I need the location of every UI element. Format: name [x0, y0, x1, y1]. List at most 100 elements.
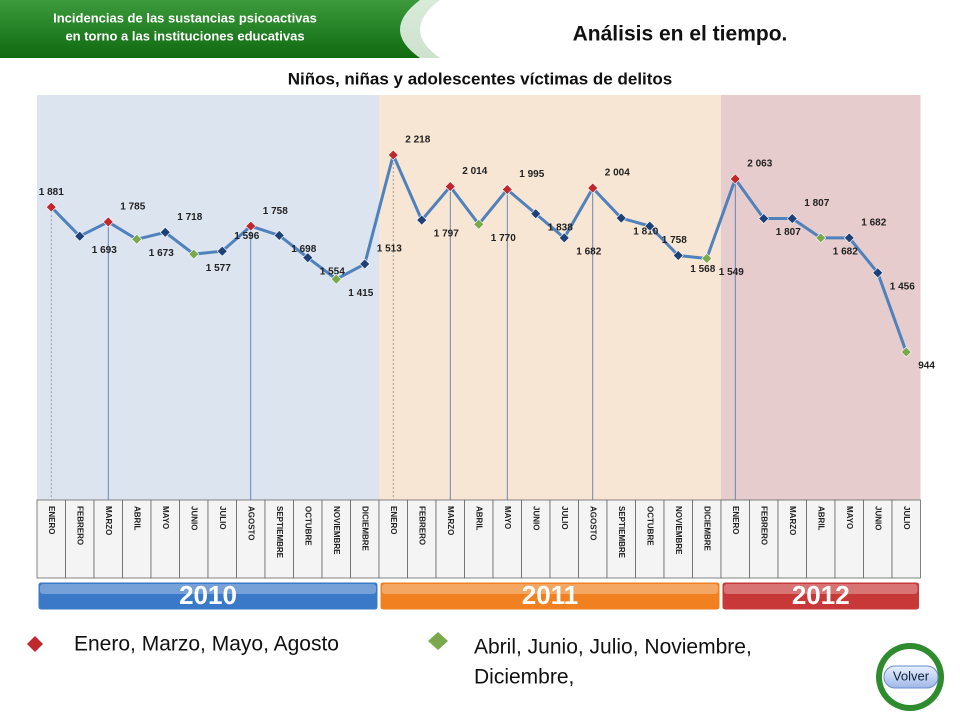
button-label[interactable]: Volver [893, 668, 930, 683]
month-cell [464, 499, 494, 579]
marker [359, 258, 371, 270]
year-label: 2011 [522, 580, 578, 610]
value-label: 1 596 [234, 231, 259, 242]
x-tick-label: MARZO [788, 506, 797, 535]
marker [159, 226, 171, 238]
year-bar [721, 581, 920, 611]
x-tick-label: JUNIO [874, 506, 883, 530]
x-tick-label: OCTUBRE [646, 506, 655, 546]
marker [330, 273, 342, 285]
month-cell [122, 499, 152, 579]
month-cell [834, 499, 864, 579]
x-tick-label: JULIO [560, 506, 569, 530]
value-label: 1 698 [291, 244, 316, 255]
value-label: 1 758 [263, 206, 288, 217]
x-tick-label: JULIO [902, 506, 911, 530]
year-band [37, 95, 379, 500]
month-cell [378, 499, 408, 579]
marker [102, 216, 114, 228]
x-tick-label: ABRIL [133, 506, 142, 531]
x-tick-label: SEPTIEMBRE [275, 506, 284, 559]
value-label: 1 810 [633, 227, 658, 238]
marker [216, 245, 228, 257]
marker [245, 220, 257, 232]
value-label: 1 549 [719, 267, 744, 278]
plot: ENERO FEBRERO MARZO ABRIL MAYO JUNIO JULIO AGOS… [36, 95, 935, 611]
value-label: 2 014 [462, 166, 487, 177]
x-tick-label: MAYO [161, 506, 170, 529]
month-cell [749, 499, 779, 579]
value-label: 1 568 [690, 264, 715, 275]
marker [729, 173, 741, 185]
legend-marker [27, 636, 43, 652]
button-pill [883, 665, 939, 689]
value-label: 1 995 [519, 169, 544, 180]
month-cell [521, 499, 551, 579]
marker [672, 250, 684, 261]
marker [644, 220, 656, 232]
marker [473, 218, 485, 230]
x-tick-label: JUNIO [190, 506, 199, 530]
volver-button[interactable]: Volver [876, 643, 944, 711]
month-cell [692, 499, 722, 579]
month-cell [150, 499, 180, 579]
slide-title: Análisis en el tiempo. [573, 23, 788, 46]
value-label: 1 797 [434, 229, 459, 240]
month-cell [492, 499, 522, 579]
value-label: 1 415 [348, 288, 373, 299]
value-label: 1 513 [377, 244, 402, 255]
marker [900, 346, 912, 358]
value-label: 1 693 [92, 245, 117, 256]
marker [387, 149, 399, 161]
value-label: 2 004 [605, 168, 630, 179]
month-cell [606, 499, 636, 579]
value-label: 1 577 [206, 263, 231, 274]
x-tick-label: ENERO [47, 506, 56, 534]
marker [758, 213, 770, 224]
year-bar-shine [40, 584, 376, 594]
marker [786, 213, 798, 224]
year-band [721, 95, 921, 500]
x-tick-label: MAYO [503, 506, 512, 529]
year-band [379, 95, 721, 500]
x-tick-label: ENERO [731, 506, 740, 534]
value-label: 1 554 [320, 266, 345, 277]
month-cell [635, 499, 665, 579]
value-label: 1 785 [120, 202, 145, 213]
x-tick-label: MARZO [446, 506, 455, 535]
marker [416, 214, 428, 226]
x-tick-label: FEBRERO [418, 506, 427, 545]
marker [615, 212, 627, 224]
value-label: 1 718 [177, 212, 202, 223]
marker [501, 184, 513, 195]
x-tick-label: SEPTIEMBRE [617, 506, 626, 559]
month-cell [435, 499, 465, 579]
marker [815, 232, 827, 244]
legend-marker [428, 632, 448, 650]
marker [701, 253, 713, 264]
x-tick-label: ENERO [389, 506, 398, 534]
legend-label: Diciembre, [474, 666, 574, 689]
marker [587, 182, 599, 194]
x-tick-label: DICIEMBRE [361, 506, 370, 552]
value-label: 944 [918, 361, 935, 372]
month-cell [207, 499, 237, 579]
month-cell [663, 499, 693, 579]
x-tick-label: OCTUBRE [304, 506, 313, 546]
x-tick-label: AGOSTO [247, 506, 256, 541]
month-cell [863, 499, 893, 579]
month-cell [65, 499, 95, 579]
x-tick-label: JULIO [218, 506, 227, 530]
banner [0, 0, 440, 58]
month-cell [891, 499, 921, 579]
value-label: 1 682 [576, 247, 601, 258]
legend-label: Enero, Marzo, Mayo, Agosto [74, 633, 339, 656]
x-tick-label: AGOSTO [589, 506, 598, 541]
banner-line: en torno a las instituciones educativas [65, 28, 304, 43]
marker [74, 230, 86, 242]
year-bar [37, 581, 379, 611]
x-tick-label: MARZO [104, 506, 113, 535]
year-bar-shine [724, 584, 918, 594]
